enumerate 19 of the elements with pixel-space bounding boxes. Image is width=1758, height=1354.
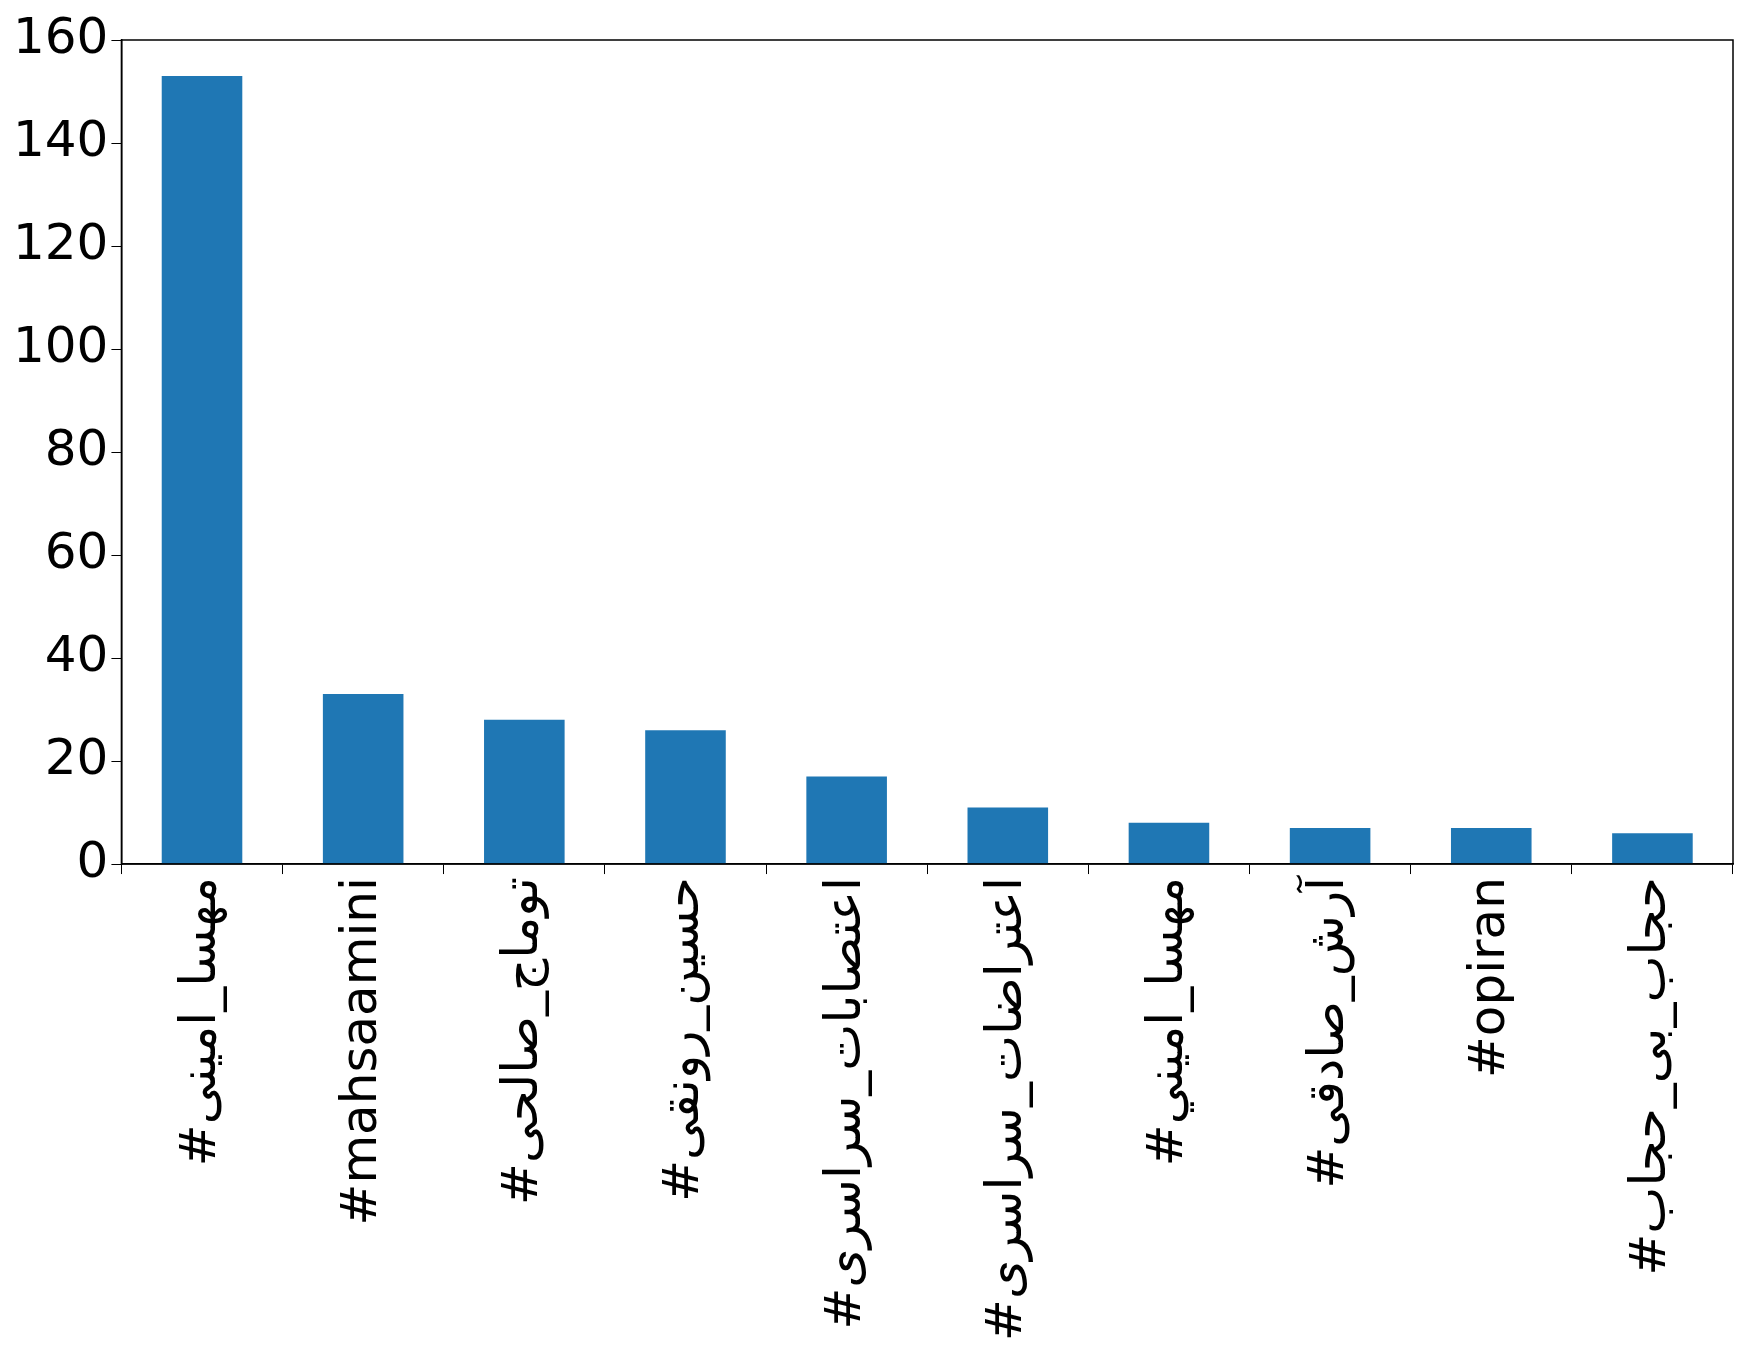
x-tick-label: #مهسا_امیني [1135, 877, 1195, 1167]
x-tick-label: #اعتصابات_سراسری [813, 877, 872, 1330]
y-tick-label: 0 [76, 831, 109, 890]
x-tick-label: #اعتراضات_سراسری [974, 877, 1033, 1342]
y-tick-label: 120 [13, 213, 109, 271]
x-tick-label: #opiran [1458, 877, 1517, 1079]
x-tick-label: #مهسا_امینی [169, 877, 228, 1167]
x-tick-label: #mahsaamini [330, 877, 389, 1226]
x-tick-label: #حسین_رونقی [652, 877, 712, 1202]
y-tick-label: 60 [44, 522, 109, 581]
y-tick-label: 160 [13, 6, 109, 65]
x-tick-label: #حجاب_بی_حجاب [1619, 877, 1678, 1276]
x-tick-label: #آرش_صادقی [1296, 874, 1356, 1189]
y-tick-label: 40 [44, 625, 109, 684]
y-tick-label: 140 [13, 109, 109, 168]
y-tick-label: 100 [13, 316, 109, 375]
y-tick-label: 20 [44, 728, 109, 787]
x-tick-label: #توماج_صالحی [491, 877, 550, 1205]
y-tick-label: 80 [44, 419, 109, 478]
